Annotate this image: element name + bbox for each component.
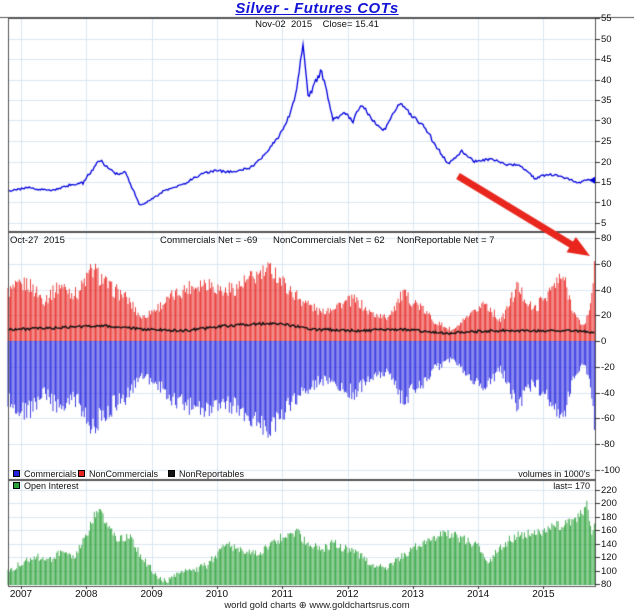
cot-y-tick-label: 0 [601, 336, 607, 347]
cot-y-tick-label: 20 [601, 310, 612, 322]
oi-y-tick-label: 180 [601, 511, 617, 523]
cot-y-tick-label: 80 [601, 233, 612, 244]
cot-y-tick-label: -80 [601, 439, 615, 450]
x-year-label: 2014 [466, 589, 490, 600]
oi-last-note: last= 170 [553, 481, 590, 491]
volumes-note: volumes in 1000's [518, 469, 590, 479]
oi-y-tick-label: 100 [601, 565, 617, 577]
x-year-label: 2010 [205, 589, 229, 600]
x-year-label: 2009 [140, 589, 163, 600]
x-year-label: 2013 [401, 589, 424, 600]
noncommercials-legend-label: NonCommercials [89, 469, 159, 479]
chart-title: Silver - Futures COTs [235, 0, 399, 17]
cot-y-tick-label: -20 [601, 361, 615, 373]
x-year-label: 2011 [271, 589, 293, 600]
price-y-tick-label: 10 [601, 197, 612, 209]
oi-y-tick-label: 80 [601, 578, 612, 590]
price-y-tick-label: 45 [601, 54, 612, 65]
nonreportables-legend-label: NonReportables [179, 469, 245, 479]
commercials-legend-label: Commercials [24, 469, 77, 479]
cot-commercials-net: Commercials Net = -69 [160, 235, 258, 246]
cot-nonreportable-net: NonReportable Net = 7 [397, 235, 495, 246]
price-close-subtitle: Nov-02 2015 Close= 15.41 [255, 19, 379, 30]
cot-y-tick-label: -40 [601, 387, 615, 399]
open-interest-swatch-icon [13, 482, 20, 489]
price-y-tick-label: 50 [601, 33, 612, 45]
oi-y-tick-label: 160 [601, 525, 617, 537]
oi-y-tick-label: 200 [601, 498, 617, 510]
x-year-label: 2008 [75, 589, 98, 600]
price-y-tick-label: 15 [601, 177, 612, 188]
price-y-tick-label: 35 [601, 95, 612, 106]
cot-y-tick-label: -100 [601, 464, 621, 476]
price-y-tick-label: 55 [601, 13, 612, 24]
nonreportables-swatch-icon [168, 470, 175, 477]
commercials-swatch-icon [13, 470, 20, 477]
cot-y-tick-label: 60 [601, 258, 612, 270]
price-y-tick-label: 25 [601, 136, 612, 147]
x-year-label: 2015 [532, 589, 555, 600]
noncommercials-swatch-icon [78, 470, 85, 477]
oi-y-tick-label: 120 [601, 552, 617, 564]
price-y-tick-label: 40 [601, 74, 612, 86]
cot-y-tick-label: -60 [601, 413, 615, 425]
price-y-tick-label: 30 [601, 115, 612, 127]
cot-date: Oct-27 2015 [10, 235, 65, 246]
price-y-tick-label: 20 [601, 156, 612, 168]
x-year-label: 2007 [9, 589, 33, 600]
oi-y-tick-label: 140 [601, 538, 617, 550]
price-y-tick-label: 5 [601, 218, 607, 229]
cot-y-tick-label: 40 [601, 284, 612, 296]
oi-y-tick-label: 220 [601, 485, 617, 496]
x-year-label: 2012 [336, 589, 359, 600]
footer-credit: world gold charts ⊕ www.goldchartsrus.co… [224, 600, 410, 611]
open-interest-legend-label: Open Interest [24, 481, 79, 491]
cot-noncommercials-net: NonCommercials Net = 62 [273, 235, 385, 246]
